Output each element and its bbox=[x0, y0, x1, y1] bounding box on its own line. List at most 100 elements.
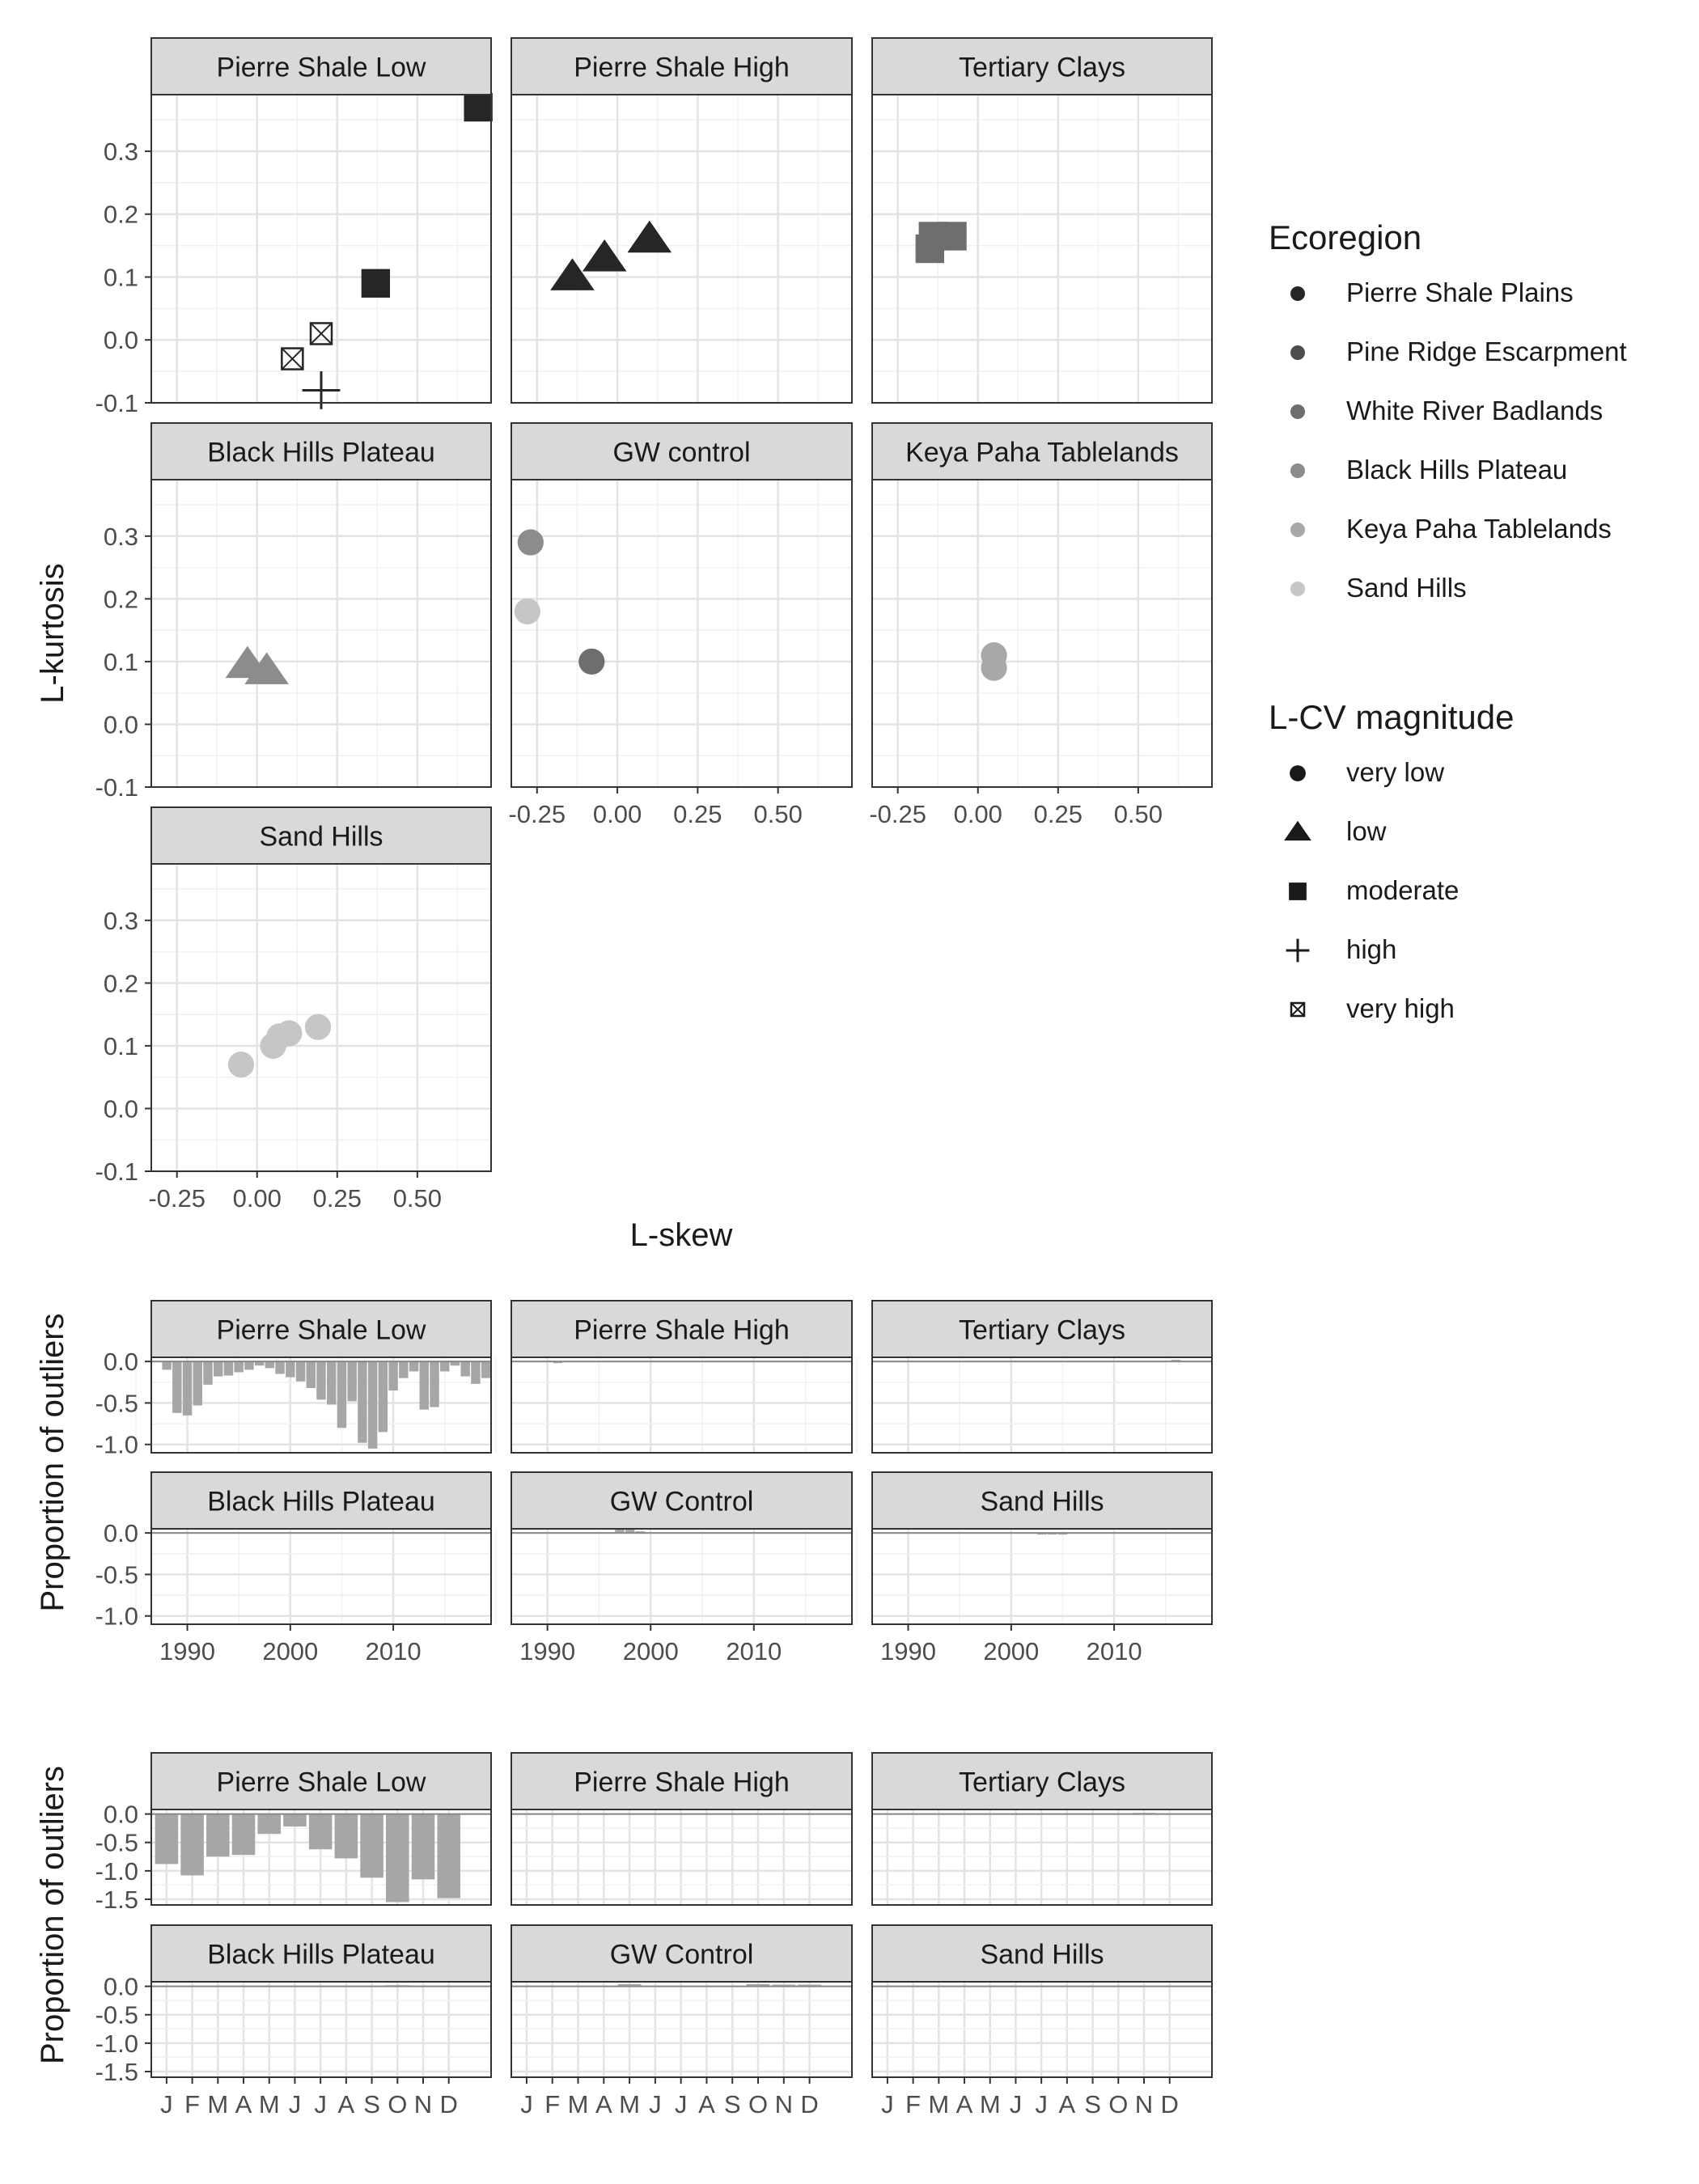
data-point-triangle bbox=[582, 239, 627, 272]
data-point-square bbox=[464, 92, 493, 122]
y-tick-label: 0.0 bbox=[104, 1973, 138, 2001]
facet-panel: GW Control 1990 2000 2010 bbox=[495, 1471, 853, 1666]
bar bbox=[440, 1361, 450, 1372]
facet-title: Pierre Shale Low bbox=[217, 1315, 426, 1346]
x-tick-label: J bbox=[520, 2090, 533, 2118]
x-tick-label: 2000 bbox=[623, 1637, 679, 1666]
data-point-triangle bbox=[244, 652, 289, 684]
facet-strip bbox=[150, 1924, 492, 1983]
legend-label: low bbox=[1346, 816, 1387, 846]
bar bbox=[327, 1361, 337, 1405]
facet-strip bbox=[150, 806, 492, 865]
data-point-circle bbox=[1290, 765, 1306, 781]
data-point-circle bbox=[981, 654, 1007, 681]
panel-background bbox=[151, 1529, 491, 1624]
x-tick-label: J bbox=[675, 2090, 688, 2118]
bar bbox=[367, 1361, 378, 1449]
bar bbox=[231, 1814, 256, 1856]
bar bbox=[798, 1984, 821, 1987]
data-point-circle bbox=[227, 1052, 255, 1078]
panel-background bbox=[511, 1357, 852, 1453]
facet-title: Pierre Shale Low bbox=[217, 53, 426, 83]
y-tick-label: -0.1 bbox=[95, 1158, 138, 1186]
facet-title: Black Hills Plateau bbox=[207, 438, 435, 468]
bar bbox=[772, 1984, 796, 1987]
legend-swatch bbox=[1290, 463, 1305, 478]
facet-panel: Pierre Shale High bbox=[511, 1752, 853, 1906]
facet-strip bbox=[871, 1300, 1213, 1358]
panel-background bbox=[511, 480, 852, 787]
data-point-circle bbox=[578, 648, 605, 675]
facet-title: Pierre Shale High bbox=[574, 53, 789, 83]
y-tick-label: 0.1 bbox=[104, 1032, 138, 1060]
legend-label: White River Badlands bbox=[1346, 396, 1603, 425]
y-tick-label: 0.2 bbox=[104, 201, 138, 229]
bar bbox=[378, 1361, 388, 1433]
x-tick-label: 0.00 bbox=[593, 800, 642, 828]
panel-background bbox=[151, 95, 491, 403]
bar bbox=[244, 1361, 254, 1370]
y-tick-label: -1.0 bbox=[95, 1857, 138, 1886]
facet-title: Tertiary Clays bbox=[959, 1315, 1125, 1346]
facet-strip bbox=[150, 37, 492, 95]
bar bbox=[306, 1361, 316, 1388]
facet-panel: Tertiary Clays bbox=[871, 37, 1213, 404]
facet-strip bbox=[511, 422, 853, 480]
x-tick-label: J bbox=[1035, 2090, 1048, 2118]
facet-panel: GW control -0.25 0.00 0.25 0.50 bbox=[508, 422, 853, 828]
legend-label: Sand Hills bbox=[1346, 573, 1467, 603]
y-axis-title: Proportion of outliers bbox=[35, 1766, 70, 2064]
data-point-boxx-cross bbox=[281, 347, 304, 370]
y-tick-label: -1.0 bbox=[95, 2030, 138, 2058]
legend-swatch bbox=[1290, 286, 1305, 301]
y-tick-label: -0.5 bbox=[95, 1560, 138, 1589]
bar bbox=[481, 1361, 491, 1378]
data-point-plus bbox=[1286, 938, 1310, 963]
x-tick-label: J bbox=[881, 2090, 894, 2118]
x-tick-label: N bbox=[414, 2090, 432, 2118]
facet-panel: Sand Hills -0.1 0.0 0.1 0.2 0.3 -0.25 0.00 0.25 0… bbox=[95, 806, 492, 1213]
bar bbox=[275, 1361, 285, 1374]
facet-title: Sand Hills bbox=[980, 1487, 1104, 1517]
facet-panel: Sand Hills 1990 2000 2010 bbox=[856, 1471, 1213, 1666]
facet-panel: Black Hills Plateau -0.1 0.0 0.1 0.2 0.3 bbox=[95, 422, 492, 802]
x-tick-label: F bbox=[544, 2090, 560, 2118]
x-tick-label: 0.50 bbox=[1114, 800, 1163, 828]
x-tick-label: F bbox=[184, 2090, 200, 2118]
y-tick-label: -1.5 bbox=[95, 1886, 138, 1914]
bar bbox=[162, 1361, 172, 1370]
facet-title: Sand Hills bbox=[980, 1940, 1104, 1970]
x-tick-label: D bbox=[800, 2090, 818, 2118]
y-axis-title: L-kurtosis bbox=[35, 563, 70, 703]
x-tick-label: A bbox=[338, 2090, 355, 2118]
panel-background bbox=[872, 480, 1212, 787]
facet-strip bbox=[511, 1471, 853, 1530]
x-tick-label: -0.25 bbox=[508, 800, 566, 828]
facet-title: Sand Hills bbox=[259, 822, 383, 853]
bar bbox=[155, 1814, 179, 1864]
facet-strip bbox=[511, 1752, 853, 1810]
bar bbox=[409, 1361, 419, 1372]
bar bbox=[360, 1814, 383, 1878]
x-tick-label: M bbox=[619, 2090, 640, 2118]
legend-swatch bbox=[1290, 345, 1305, 360]
y-tick-label: 0.0 bbox=[104, 1519, 138, 1547]
x-tick-label: N bbox=[1135, 2090, 1153, 2118]
x-tick-label: S bbox=[1084, 2090, 1101, 2118]
bar bbox=[203, 1361, 213, 1385]
facet-title: Pierre Shale High bbox=[574, 1767, 789, 1798]
y-tick-label: -1.5 bbox=[95, 2058, 138, 2086]
x-tick-label: J bbox=[314, 2090, 327, 2118]
y-tick-label: 0.1 bbox=[104, 263, 138, 291]
facet-strip bbox=[511, 1300, 853, 1358]
bar bbox=[254, 1361, 265, 1366]
legend-swatch bbox=[1290, 523, 1305, 537]
facet-panel: Pierre Shale High bbox=[495, 1300, 853, 1454]
legend-label: high bbox=[1346, 934, 1396, 964]
x-tick-label: 0.50 bbox=[393, 1184, 442, 1213]
facet-strip bbox=[150, 1752, 492, 1810]
y-tick-label: -1.0 bbox=[95, 1431, 138, 1459]
y-tick-label: -0.5 bbox=[95, 1829, 138, 1857]
